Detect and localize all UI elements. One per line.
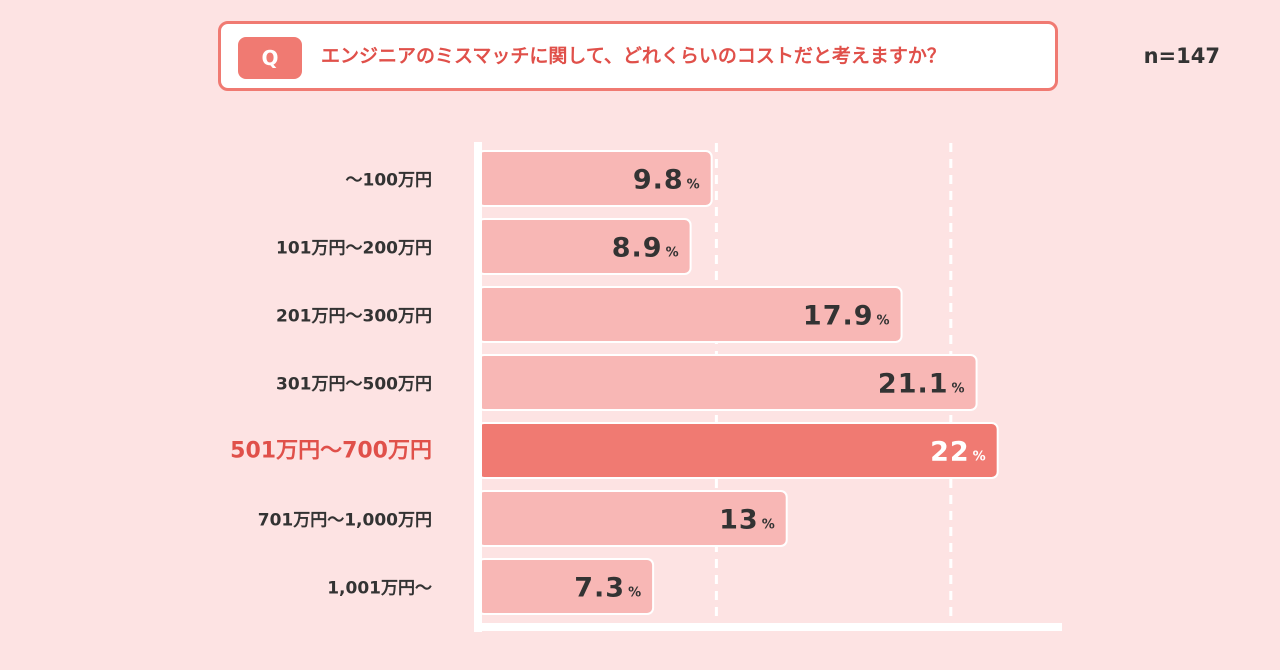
category-label-5: 701万円〜1,000万円 bbox=[258, 511, 432, 531]
value-label-1: 8.9% bbox=[612, 233, 679, 264]
category-label-3: 301万円〜500万円 bbox=[276, 375, 432, 395]
value-label-4: 22% bbox=[930, 437, 986, 468]
value-label-3: 21.1% bbox=[878, 369, 965, 400]
value-label-0: 9.8% bbox=[633, 165, 700, 196]
sample-size-label: n=147 bbox=[1143, 44, 1220, 68]
y-axis-line bbox=[474, 142, 482, 632]
category-label-6: 1,001万円〜 bbox=[327, 579, 432, 599]
category-label-1: 101万円〜200万円 bbox=[276, 239, 432, 259]
bar-6 bbox=[477, 558, 655, 615]
category-label-0: 〜100万円 bbox=[346, 171, 433, 191]
value-label-2: 17.9% bbox=[803, 301, 890, 332]
value-label-5: 13% bbox=[719, 505, 775, 536]
bar-4 bbox=[477, 422, 999, 479]
category-label-2: 201万円〜300万円 bbox=[276, 307, 432, 327]
question-badge: Q bbox=[238, 37, 302, 79]
x-axis-line bbox=[474, 623, 1062, 631]
question-box: Q エンジニアのミスマッチに関して、どれくらいのコストだと考えますか？ bbox=[218, 21, 1058, 91]
category-label-4: 501万円〜700万円 bbox=[230, 439, 432, 464]
question-text: エンジニアのミスマッチに関して、どれくらいのコストだと考えますか？ bbox=[321, 45, 946, 67]
value-label-6: 7.3% bbox=[574, 573, 641, 604]
